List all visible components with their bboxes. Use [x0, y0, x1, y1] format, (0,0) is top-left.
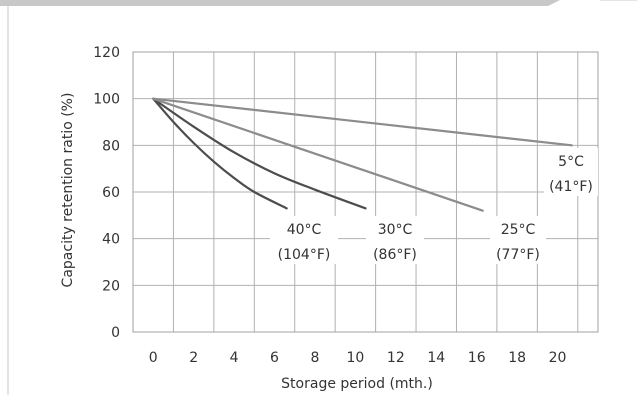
x-tick-label: 10: [346, 350, 364, 366]
y-tick-label: 80: [102, 138, 120, 154]
x-tick-label: 18: [508, 350, 526, 366]
x-axis-label: Storage period (mth.): [281, 376, 433, 392]
series-label-line: (104°F): [278, 247, 331, 263]
y-tick-labels: 0 20 40 60 80 100 120: [93, 45, 120, 341]
y-tick-label: 0: [111, 325, 120, 341]
series-line-2: [152, 97, 484, 212]
y-tick-label: 20: [102, 278, 120, 294]
x-tick-label: 4: [230, 350, 239, 366]
x-tick-label: 2: [189, 350, 198, 366]
x-tick-label: 8: [310, 350, 319, 366]
x-tick-label: 6: [270, 350, 279, 366]
y-axis-label: Capacity retention ratio (%): [60, 93, 76, 288]
series-label-line: 30°C: [378, 222, 413, 238]
x-tick-label: 12: [387, 350, 405, 366]
series-label-line: (77°F): [496, 247, 540, 263]
x-tick-labels: 0 2 4 6 8 10 12 14 16 18 20: [149, 350, 567, 366]
x-tick-label: 0: [149, 350, 158, 366]
series-label-line: 5°C: [558, 154, 584, 170]
series-label-bg: [366, 216, 424, 264]
y-tick-label: 100: [93, 92, 120, 108]
y-tick-label: 120: [93, 45, 120, 61]
series-lines: [152, 97, 573, 212]
x-tick-label: 16: [468, 350, 486, 366]
y-tick-label: 60: [102, 185, 120, 201]
series-label-bg: [544, 148, 598, 196]
series-line-1: [152, 97, 367, 210]
series-label-line: 25°C: [501, 222, 536, 238]
series-line-3: [152, 97, 573, 147]
grid-lines: [132, 51, 599, 333]
series-label-line: (86°F): [373, 247, 417, 263]
series-label-line: 40°C: [287, 222, 322, 238]
x-tick-label: 14: [427, 350, 445, 366]
x-tick-label: 20: [549, 350, 567, 366]
series-label-bg: [270, 216, 338, 264]
series-label-line: (41°F): [549, 179, 593, 195]
series-line-0: [152, 97, 288, 210]
header-bar: [0, 0, 560, 6]
series-labels: 40°C (104°F) 30°C (86°F) 25°C (77°F) 5°C (41°F): [270, 148, 598, 264]
y-tick-label: 40: [102, 232, 120, 248]
series-label-bg: [490, 216, 546, 264]
